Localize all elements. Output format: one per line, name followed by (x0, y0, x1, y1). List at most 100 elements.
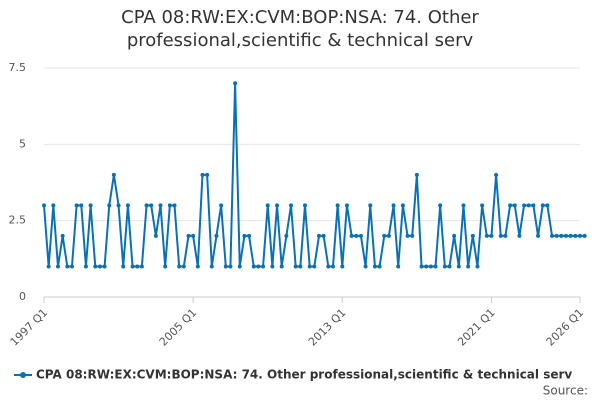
point (489, 233, 494, 238)
point (153, 233, 158, 238)
y-tick-label: 5 (19, 137, 26, 150)
point (321, 233, 326, 238)
point (396, 264, 401, 269)
legend-marker (20, 372, 26, 378)
point (69, 264, 74, 269)
point (102, 264, 107, 269)
point (475, 264, 480, 269)
point (270, 264, 275, 269)
point (275, 203, 280, 208)
point (116, 203, 121, 208)
point (414, 172, 419, 177)
point (163, 264, 168, 269)
point (237, 264, 242, 269)
x-tick-label: 2026 Q1 (544, 306, 587, 349)
point (550, 233, 555, 238)
point (517, 233, 522, 238)
point (261, 264, 266, 269)
point (536, 233, 541, 238)
chart-title: CPA 08:RW:EX:CVM:BOP:NSA: 74. Other prof… (121, 7, 479, 51)
point (303, 203, 308, 208)
point (214, 233, 219, 238)
point (265, 203, 270, 208)
point (391, 203, 396, 208)
point (377, 264, 382, 269)
point (167, 203, 172, 208)
point (51, 203, 56, 208)
point (564, 233, 569, 238)
point (97, 264, 102, 269)
point (545, 203, 550, 208)
point (186, 233, 191, 238)
point (121, 264, 126, 269)
point (452, 233, 457, 238)
point (181, 264, 186, 269)
series-line (43, 83, 585, 268)
point (172, 203, 177, 208)
point (135, 264, 140, 269)
x-tick-label: 2021 Q1 (455, 306, 498, 349)
point (279, 264, 284, 269)
point (247, 233, 252, 238)
point (139, 264, 144, 269)
point (368, 203, 373, 208)
point (158, 203, 163, 208)
point (307, 264, 312, 269)
point (508, 203, 513, 208)
point (559, 233, 564, 238)
point (195, 264, 200, 269)
point (316, 233, 321, 238)
point (503, 233, 508, 238)
point (74, 203, 79, 208)
point (480, 203, 485, 208)
point (456, 264, 461, 269)
y-tick-label: 7.5 (9, 61, 27, 74)
point (219, 203, 224, 208)
point (60, 233, 65, 238)
x-tick-label: 2013 Q1 (306, 306, 349, 349)
point (554, 233, 559, 238)
point (400, 203, 405, 208)
point (512, 203, 517, 208)
point (568, 233, 573, 238)
point (382, 233, 387, 238)
point (438, 203, 443, 208)
point (470, 233, 475, 238)
point (205, 172, 210, 177)
point (428, 264, 433, 269)
point (46, 264, 51, 269)
point (293, 264, 298, 269)
point (242, 233, 247, 238)
point (233, 81, 238, 86)
point (410, 233, 415, 238)
point (349, 233, 354, 238)
point (79, 203, 84, 208)
point (177, 264, 182, 269)
point (65, 264, 70, 269)
point (125, 203, 130, 208)
point (256, 264, 261, 269)
point (251, 264, 256, 269)
point (228, 264, 233, 269)
point (340, 264, 345, 269)
point (540, 203, 545, 208)
point (582, 233, 587, 238)
point (298, 264, 303, 269)
point (209, 264, 214, 269)
point (363, 264, 368, 269)
point (442, 264, 447, 269)
point (55, 264, 60, 269)
point (358, 233, 363, 238)
point (330, 264, 335, 269)
point (405, 233, 410, 238)
point (526, 203, 531, 208)
point (93, 264, 98, 269)
point (419, 264, 424, 269)
x-tick-label: 1997 Q1 (8, 306, 51, 349)
point (149, 203, 154, 208)
point (326, 264, 331, 269)
point (284, 233, 289, 238)
point (498, 233, 503, 238)
